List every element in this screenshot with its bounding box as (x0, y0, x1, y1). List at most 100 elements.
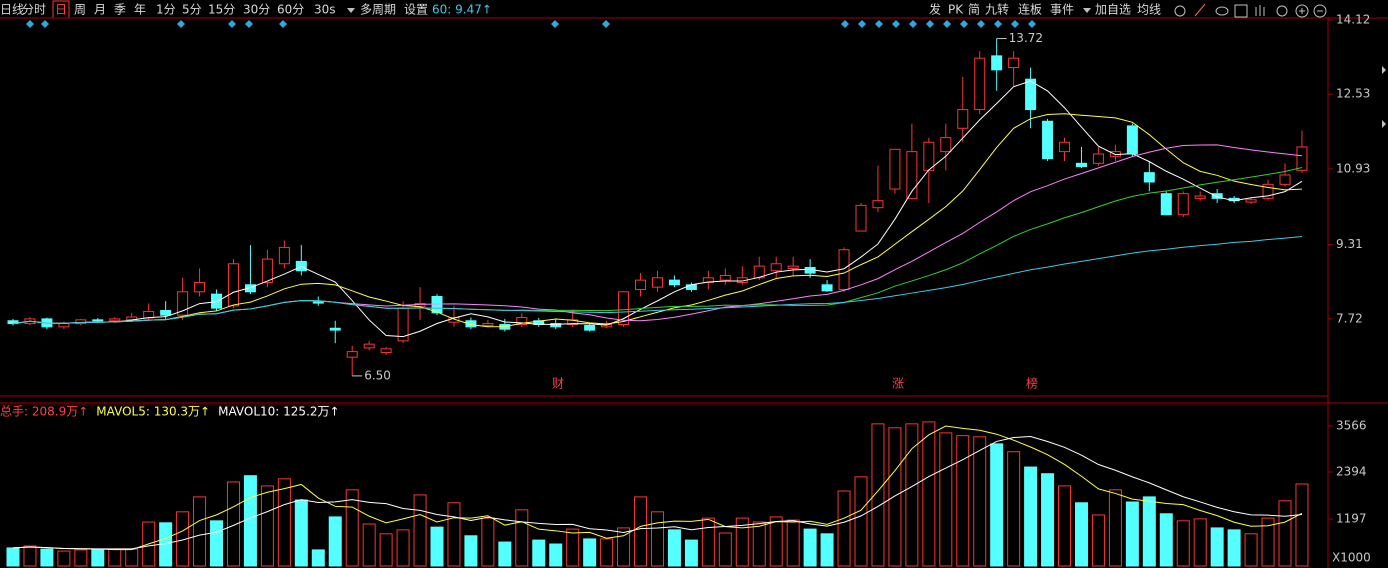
candle-body (1279, 174, 1291, 185)
candle-body (1126, 125, 1138, 155)
candle-body (1059, 141, 1071, 153)
candle-body (1008, 57, 1020, 69)
volume-bar (617, 527, 631, 567)
signal-marker (977, 20, 985, 28)
candle-body (211, 293, 223, 309)
toolbar-button[interactable]: 日线 (0, 3, 24, 17)
toolbar-button[interactable]: 日 (55, 3, 67, 17)
y-tick-label: 7.72 (1336, 311, 1363, 325)
volume-bar (464, 535, 478, 567)
icon[interactable] (1276, 5, 1288, 17)
candle-body (923, 141, 935, 171)
toolbar-button[interactable]: 事件 (1050, 3, 1074, 17)
toolbar-button[interactable]: 30s (314, 3, 336, 17)
volume-bar (871, 423, 885, 567)
candle-body (482, 323, 494, 326)
event-marker[interactable]: 涨 (892, 376, 904, 391)
toolbar-button[interactable]: 连板 (1018, 2, 1042, 17)
toolbar-button[interactable]: 简 (968, 3, 980, 17)
y-tick-label: 1197 (1336, 511, 1367, 525)
volume-bar (396, 529, 410, 567)
icon[interactable] (1299, 8, 1305, 14)
toolbar-icons (1174, 3, 1327, 18)
event-marker[interactable]: 财 (552, 377, 564, 391)
icon[interactable] (1174, 5, 1186, 17)
candle-body (1160, 193, 1172, 216)
volume-bar (600, 538, 614, 567)
icon[interactable] (1215, 6, 1229, 16)
mavol-line (12, 436, 1303, 550)
candle-body (194, 281, 206, 293)
candle-body (227, 263, 239, 307)
signal-marker (926, 20, 934, 28)
volume-bar (6, 547, 20, 567)
toolbar-button[interactable]: 九转 (985, 2, 1009, 17)
candle-body (787, 265, 799, 269)
toolbar-button[interactable]: 周 (74, 3, 86, 17)
volume-bar (40, 548, 54, 567)
candle-body (1075, 162, 1087, 168)
volume-bar (413, 494, 427, 567)
icon[interactable] (1255, 5, 1265, 16)
candle-body (957, 109, 969, 129)
toolbar-button[interactable]: 5分 (182, 3, 202, 17)
toolbar-button[interactable]: 加自选 (1095, 3, 1131, 17)
candle-body (1143, 172, 1155, 183)
icon[interactable] (1234, 4, 1248, 18)
mavol-line (12, 425, 1303, 551)
volume-bar (498, 541, 512, 567)
signal-marker (1011, 20, 1019, 28)
candle-body (584, 324, 596, 331)
scroll-arrow[interactable] (1382, 66, 1386, 128)
candle-body (1025, 78, 1037, 111)
volume-bar (1108, 489, 1122, 567)
volume-bar (243, 475, 257, 567)
candle-body (244, 284, 256, 293)
toolbar-button[interactable]: 多周期 (360, 3, 396, 17)
icon[interactable] (1295, 4, 1309, 18)
toolbar-button[interactable]: 15分 (208, 3, 235, 17)
event-marker[interactable]: 榜 (1026, 376, 1038, 391)
volume-bar (905, 423, 919, 567)
toolbar-button[interactable]: 30分 (243, 3, 270, 17)
candle-body (550, 323, 562, 328)
icon[interactable] (1194, 3, 1206, 17)
candle-body (1211, 193, 1223, 199)
toolbar-button[interactable]: 60分 (277, 3, 304, 17)
volume-bar (1278, 500, 1292, 567)
signal-marker (909, 20, 917, 28)
volume-bar (735, 517, 749, 567)
toolbar-button[interactable]: 年 (134, 3, 146, 17)
toolbar-button[interactable]: 月 (94, 3, 106, 17)
candle-body (431, 295, 443, 314)
candle-body (312, 301, 324, 304)
candle-body (1194, 195, 1206, 199)
volume-bar (23, 545, 37, 567)
icon[interactable] (1313, 4, 1327, 18)
volume-bar (1058, 485, 1072, 567)
volume-bar (1176, 520, 1190, 567)
volume-bar (837, 490, 851, 567)
volume-bar (193, 496, 207, 567)
candle-body (855, 204, 867, 232)
signal-marker (841, 20, 849, 28)
volume-bar (294, 499, 308, 567)
toolbar-button[interactable]: 设置 (404, 3, 428, 17)
volume-bar (667, 529, 681, 567)
toolbar-button[interactable]: 1分 (156, 3, 176, 17)
toolbar-button[interactable]: 分时 (22, 3, 46, 17)
y-tick-label: 10.93 (1336, 161, 1370, 175)
volume-bar (91, 548, 105, 567)
volume-bar (210, 520, 224, 567)
toolbar-button[interactable]: 发 (929, 2, 941, 17)
toolbar-button[interactable]: 季 (114, 3, 126, 17)
candle-body (821, 284, 833, 292)
toolbar-button[interactable]: PK (948, 3, 964, 17)
volume-bar (1193, 518, 1207, 567)
volume-bar (328, 516, 342, 567)
toolbar-button[interactable]: 均线 (1137, 3, 1161, 17)
y-tick-label: 2394 (1336, 464, 1367, 478)
signal-marker (245, 20, 253, 28)
signal-marker (875, 20, 883, 28)
